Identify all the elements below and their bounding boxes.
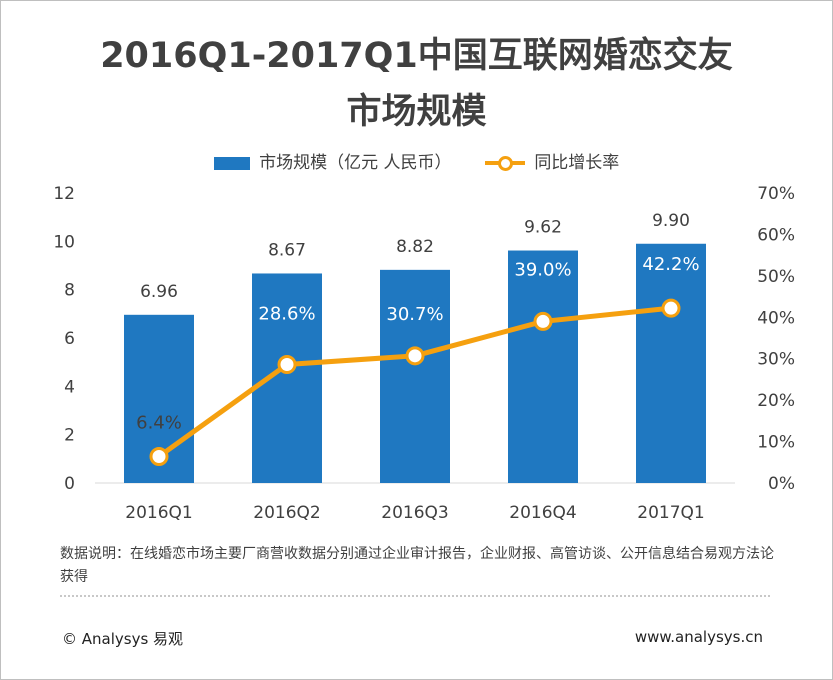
y-right-tick-label: 20%: [757, 391, 795, 411]
x-tick-label: 2016Q1: [125, 503, 192, 523]
growth-value-label: 30.7%: [386, 304, 443, 325]
legend-bar-label: 市场规模（亿元 人民币）: [259, 153, 452, 173]
x-tick-label: 2017Q1: [637, 503, 704, 523]
bar: [636, 243, 706, 483]
y-left-tick-label: 2: [64, 426, 75, 446]
footer-divider: [60, 595, 770, 597]
bar: [508, 250, 578, 483]
y-right-tick-label: 70%: [757, 184, 795, 204]
legend-line-swatch: [484, 156, 525, 171]
legend-item-line: 同比增长率: [484, 148, 620, 173]
y-left-tick-label: 0: [64, 474, 75, 494]
y-right-tick-label: 50%: [757, 267, 795, 287]
growth-point: [405, 346, 425, 366]
site-url: www.analysys.cn: [634, 628, 763, 646]
y-left-tick-label: 8: [64, 281, 75, 301]
y-left-tick-label: 10: [53, 232, 75, 252]
y-right-tick-label: 60%: [757, 225, 795, 245]
y-left-tick-label: 4: [64, 377, 75, 397]
bar-value-label: 9.62: [524, 218, 562, 238]
y-left-tick-label: 12: [53, 184, 75, 204]
x-tick-label: 2016Q4: [509, 503, 576, 523]
chart-legend: 市场规模（亿元 人民币） 同比增长率: [0, 148, 833, 173]
y-right-tick-label: 40%: [757, 308, 795, 328]
copyright-text: © Analysys 易观: [62, 630, 184, 648]
y-right-tick-label: 0%: [768, 474, 795, 494]
growth-point: [661, 298, 681, 318]
legend-line-label: 同比增长率: [534, 153, 620, 173]
x-tick-label: 2016Q3: [381, 503, 448, 523]
y-left-tick-label: 6: [64, 329, 75, 349]
chart-title: 2016Q1-2017Q1中国互联网婚恋交友 市场规模: [0, 28, 833, 140]
bar-value-label: 8.67: [268, 240, 306, 260]
y-right-tick-label: 10%: [757, 433, 795, 453]
bar-value-label: 9.90: [652, 211, 690, 231]
bar-value-label: 6.96: [140, 282, 178, 302]
growth-value-label: 6.4%: [136, 412, 182, 433]
chart-title-line1: 2016Q1-2017Q1中国互联网婚恋交友: [100, 36, 733, 76]
growth-value-label: 42.2%: [642, 254, 699, 275]
bar-value-label: 8.82: [396, 237, 434, 257]
x-tick-label: 2016Q2: [253, 503, 320, 523]
growth-value-label: 39.0%: [514, 259, 571, 280]
y-right-tick-label: 30%: [757, 350, 795, 370]
bar: [380, 269, 450, 483]
legend-item-bar: 市场规模（亿元 人民币）: [213, 148, 452, 173]
growth-point: [149, 446, 169, 466]
legend-bar-swatch: [213, 156, 250, 170]
growth-point: [533, 311, 553, 331]
growth-value-label: 28.6%: [258, 304, 315, 325]
data-note: 数据说明：在线婚恋市场主要厂商营收数据分别通过企业审计报告，企业财报、高管访谈、…: [60, 546, 774, 585]
chart-title-line2: 市场规模: [346, 92, 487, 132]
growth-point: [277, 355, 297, 375]
